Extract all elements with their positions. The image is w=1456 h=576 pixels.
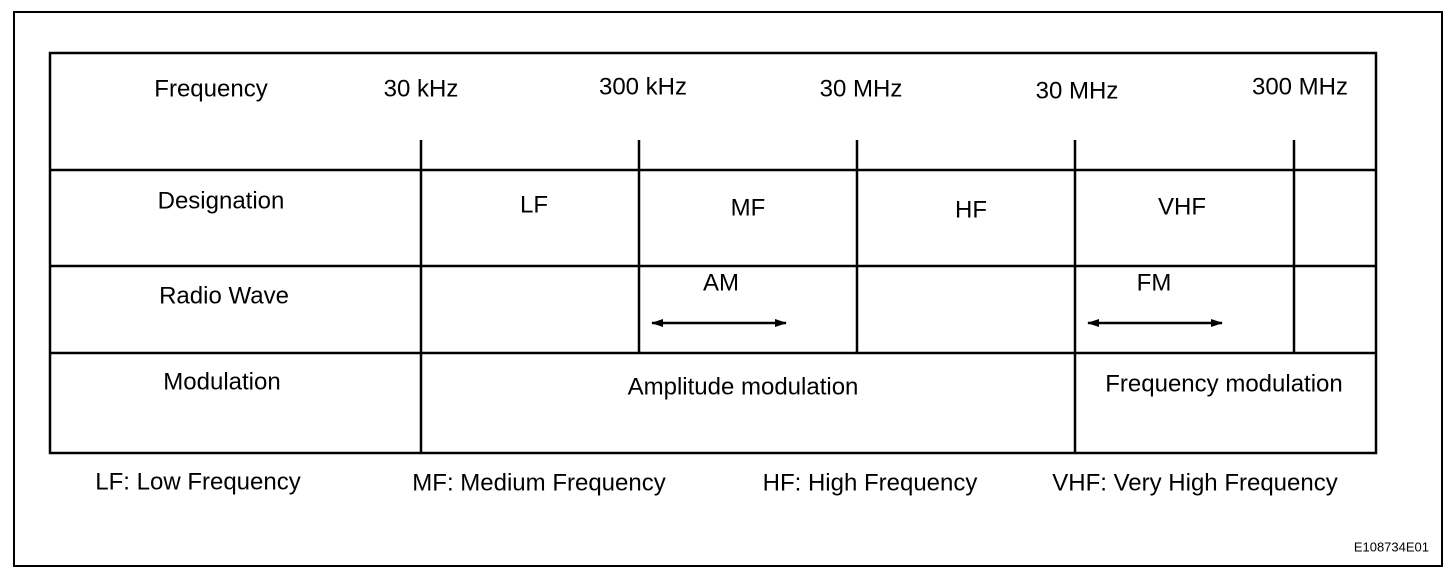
frequency-tick: 30 kHz — [384, 75, 459, 102]
row-label: Designation — [158, 187, 285, 214]
frequency-tick: 300 MHz — [1252, 73, 1348, 100]
band: LF — [520, 191, 548, 218]
grid — [50, 140, 1376, 453]
figure-id: E108734E01 — [1354, 539, 1429, 554]
band: MF — [731, 194, 766, 221]
legend-entry: VHF: Very High Frequency — [1052, 469, 1337, 496]
legend-entry: MF: Medium Frequency — [412, 469, 665, 496]
frequency-tick: 300 kHz — [599, 73, 687, 100]
frequency-tick: 30 MHz — [1036, 77, 1119, 104]
band: HF — [955, 196, 987, 223]
legend-entry: LF: Low Frequency — [95, 468, 300, 495]
table-frame — [48, 51, 1378, 455]
wave: AM — [703, 269, 739, 296]
row-label: Modulation — [163, 368, 280, 395]
modulation-type: Frequency modulation — [1105, 370, 1342, 397]
row-label: Radio Wave — [159, 282, 289, 309]
modulation-type: Amplitude modulation — [628, 373, 859, 400]
band: VHF — [1158, 193, 1206, 220]
wave: FM — [1137, 269, 1172, 296]
outer-frame — [13, 11, 1443, 567]
frequency-tick: 30 MHz — [820, 75, 903, 102]
row-label: Frequency — [154, 75, 267, 102]
legend-entry: HF: High Frequency — [763, 469, 978, 496]
